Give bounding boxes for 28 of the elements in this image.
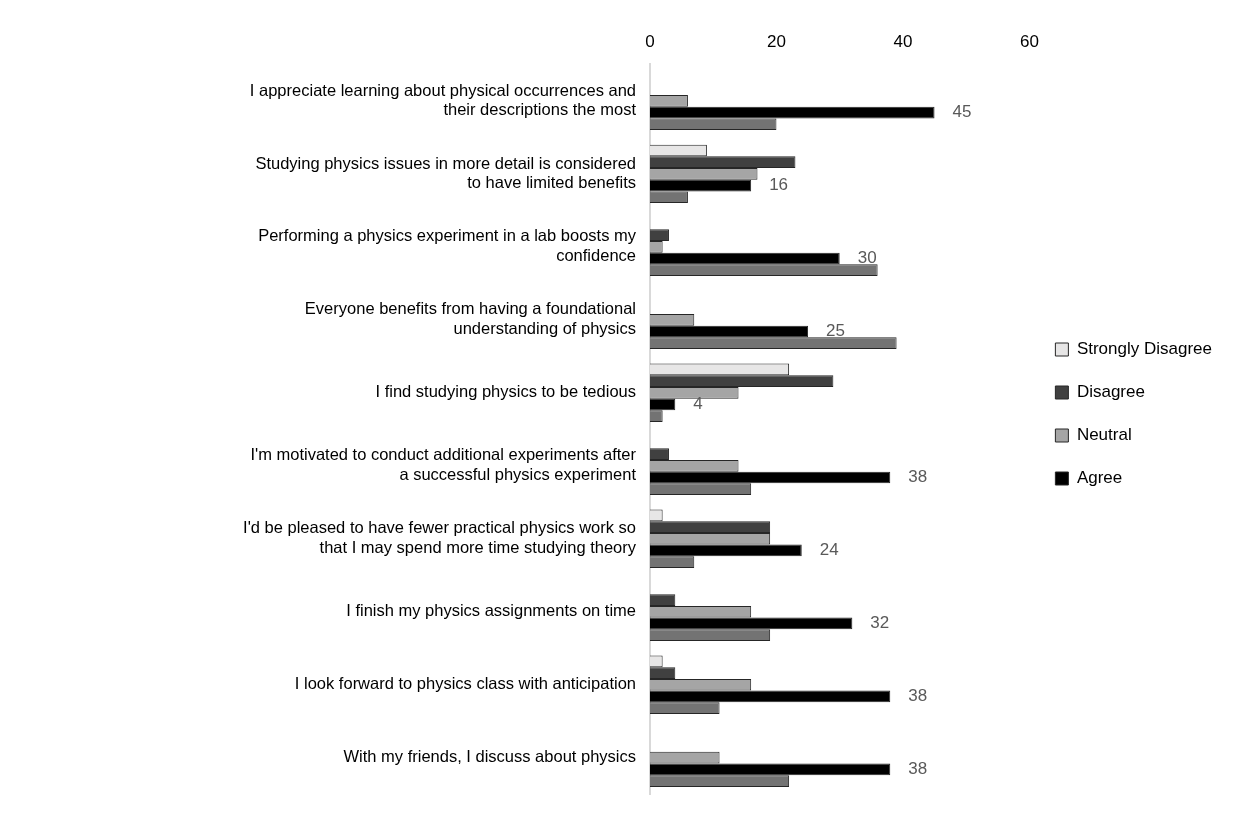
legend-label: Agree (1076, 468, 1123, 488)
legend-label: Strongly Disagree (1076, 339, 1212, 359)
x-tick-label: 0 (645, 31, 655, 51)
data-label: 30 (857, 248, 877, 268)
data-label: 38 (908, 467, 928, 487)
x-tick-label: 40 (893, 31, 913, 51)
y-tick-label: I'd be pleased to have fewer practical physics work so that I may spend more time studying theory (243, 518, 637, 557)
y-tick-label: Everyone benefits from having a foundational understanding of physics (304, 299, 636, 338)
y-tick-label: Performing a physics experiment in a lab boosts my confidence (258, 226, 637, 265)
y-tick-label: I'm motivated to conduct additional experiments after a successful physics experiment (250, 445, 637, 484)
data-label: 38 (908, 686, 928, 706)
data-label: 24 (819, 540, 839, 560)
y-tick-label: I appreciate learning about physical occurrences and their descriptions the most (249, 80, 637, 119)
y-tick-label: I look forward to physics class with anticipation (294, 674, 636, 693)
x-tick-label: 20 (767, 31, 786, 51)
legend-label: Neutral (1076, 425, 1132, 445)
data-label: 25 (826, 321, 845, 341)
data-label: 16 (769, 175, 789, 195)
x-tick-label: 60 (1019, 31, 1039, 51)
legend-label: Disagree (1076, 382, 1145, 402)
data-label: 45 (952, 102, 972, 122)
data-label: 38 (908, 759, 928, 779)
y-tick-label: Studying physics issues in more detail is considered to have limited benefits (255, 153, 636, 192)
y-tick-label: I find studying physics to be tedious (375, 382, 636, 401)
y-tick-label: With my friends, I discuss about physics (343, 747, 636, 766)
data-label: 32 (870, 613, 890, 633)
data-label: 4 (693, 394, 703, 414)
y-tick-label: I finish my physics assignments on time (346, 601, 636, 620)
